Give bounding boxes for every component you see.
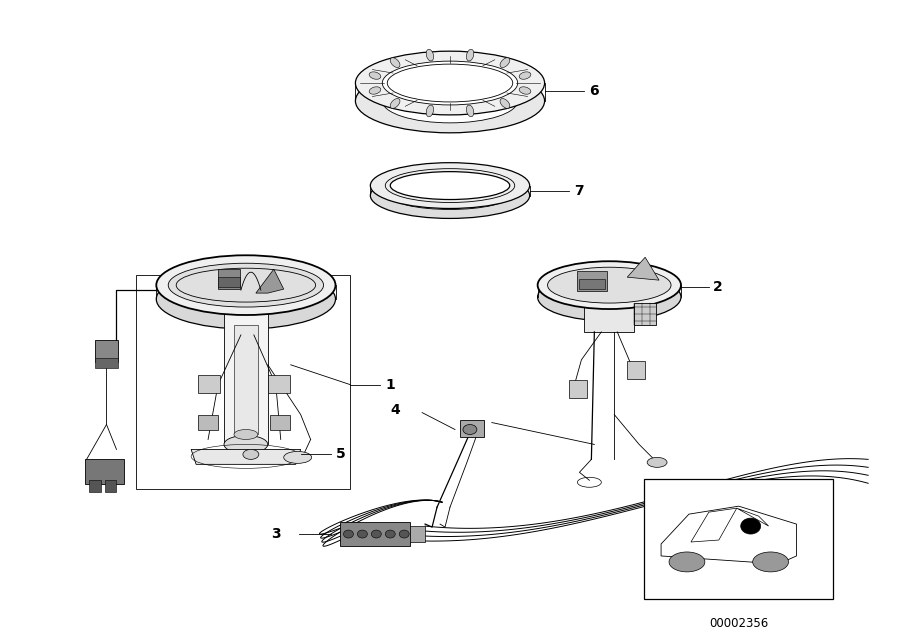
Text: 5: 5 xyxy=(336,448,346,462)
Text: 2: 2 xyxy=(713,280,723,294)
Ellipse shape xyxy=(427,50,434,61)
Bar xyxy=(634,303,656,325)
Ellipse shape xyxy=(669,552,705,572)
Ellipse shape xyxy=(391,98,400,109)
Ellipse shape xyxy=(382,61,518,105)
Ellipse shape xyxy=(427,105,434,117)
Ellipse shape xyxy=(537,273,681,321)
Ellipse shape xyxy=(284,451,311,464)
Polygon shape xyxy=(340,522,410,546)
Ellipse shape xyxy=(466,50,473,61)
Polygon shape xyxy=(191,450,301,464)
Bar xyxy=(218,269,240,289)
Text: 00002356: 00002356 xyxy=(709,617,769,630)
Ellipse shape xyxy=(356,69,544,133)
Ellipse shape xyxy=(224,436,268,453)
Ellipse shape xyxy=(372,530,382,538)
Ellipse shape xyxy=(500,58,509,67)
Ellipse shape xyxy=(547,267,671,303)
Ellipse shape xyxy=(382,79,518,123)
Ellipse shape xyxy=(741,518,760,534)
Ellipse shape xyxy=(243,450,259,459)
Bar xyxy=(94,340,119,362)
Ellipse shape xyxy=(370,163,530,208)
Bar xyxy=(584,297,634,332)
Ellipse shape xyxy=(391,171,509,199)
Ellipse shape xyxy=(519,72,531,79)
Bar xyxy=(410,526,425,542)
Ellipse shape xyxy=(369,72,381,79)
Text: 4: 4 xyxy=(391,403,401,417)
Ellipse shape xyxy=(500,98,509,109)
Text: 1: 1 xyxy=(385,378,395,392)
Bar xyxy=(580,279,606,289)
Ellipse shape xyxy=(168,264,324,307)
Ellipse shape xyxy=(356,51,544,115)
Polygon shape xyxy=(256,269,284,293)
Bar xyxy=(460,420,484,438)
Ellipse shape xyxy=(357,530,367,538)
Ellipse shape xyxy=(234,429,257,439)
Bar xyxy=(198,375,220,392)
Ellipse shape xyxy=(157,255,336,315)
Ellipse shape xyxy=(385,530,395,538)
Bar xyxy=(104,480,116,492)
Ellipse shape xyxy=(647,457,667,467)
Bar xyxy=(198,415,218,429)
Text: 6: 6 xyxy=(590,84,599,98)
Ellipse shape xyxy=(157,269,336,329)
Bar xyxy=(578,271,608,291)
Text: 7: 7 xyxy=(574,184,584,197)
Text: 3: 3 xyxy=(271,527,281,541)
Bar xyxy=(88,480,101,492)
Ellipse shape xyxy=(391,182,509,210)
Bar xyxy=(270,415,290,429)
Bar xyxy=(268,375,290,392)
Ellipse shape xyxy=(752,552,788,572)
Ellipse shape xyxy=(519,87,531,94)
Bar xyxy=(94,358,119,368)
Bar xyxy=(570,380,588,398)
Ellipse shape xyxy=(466,105,473,117)
Bar xyxy=(137,275,350,489)
Polygon shape xyxy=(224,299,268,444)
Ellipse shape xyxy=(400,530,410,538)
Polygon shape xyxy=(662,506,796,564)
Ellipse shape xyxy=(344,530,354,538)
Bar xyxy=(627,361,645,378)
Polygon shape xyxy=(627,257,659,280)
Bar xyxy=(218,277,240,287)
Ellipse shape xyxy=(369,87,381,94)
Ellipse shape xyxy=(537,261,681,309)
Ellipse shape xyxy=(370,173,530,218)
Ellipse shape xyxy=(391,58,400,67)
Bar xyxy=(644,479,833,599)
Ellipse shape xyxy=(463,425,477,434)
Polygon shape xyxy=(234,325,257,434)
Bar xyxy=(85,459,124,485)
